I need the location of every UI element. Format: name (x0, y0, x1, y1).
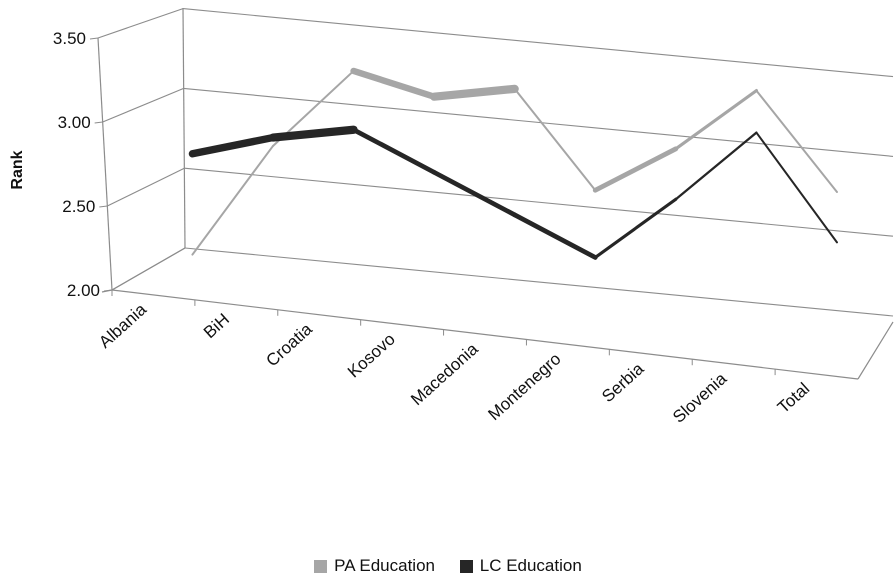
x-tick-labels: Albania BiH Croatia Kosovo Macedonia Monteneg… (95, 290, 813, 427)
y-tick-mark-1 (99, 205, 108, 208)
x-tick-label-total: Total (774, 379, 813, 417)
y-tick-label-0: 2.00 (67, 281, 100, 300)
series-lc-education-segment-5 (593, 197, 678, 260)
legend-swatch-lc-education (459, 559, 473, 573)
gridline-back-0 (184, 247, 894, 317)
y-axis-title: Rank (9, 150, 26, 189)
y-tick-labels: 2.00 2.50 3.00 3.50 (53, 29, 100, 300)
y-tick-mark-2 (94, 121, 103, 124)
x-tick-label-slovenia: Slovenia (669, 369, 731, 427)
plot-walls (97, 7, 894, 380)
x-tick-label-kosovo: Kosovo (344, 329, 399, 381)
x-tick-label-bih: BiH (200, 310, 233, 342)
series-lc-education-segment-7 (755, 131, 838, 244)
series-lc-education-segment-0 (188, 133, 277, 158)
series-pa-education-segment-5 (592, 146, 679, 193)
x-tick-label-montenegro: Montenegro (484, 349, 564, 424)
series-lc-education-segment-3 (431, 169, 518, 218)
y-axis-bottom-tick (101, 289, 113, 293)
series-lines (188, 67, 838, 260)
gridline-left-3 (97, 8, 184, 39)
x-tick-label-serbia: Serbia (598, 359, 648, 406)
series-lc-education-segment-4 (512, 212, 598, 260)
series-pa-education-segment-4 (513, 87, 597, 192)
series-pa-education-segment-0 (191, 144, 274, 256)
floor-left-edge (111, 247, 186, 291)
floor-right-edge (857, 321, 894, 380)
legend-label-pa-education: PA Education (334, 556, 435, 575)
series-pa-education-segment-6 (674, 89, 758, 151)
y-tick-mark-3 (89, 37, 99, 40)
legend: PA Education LC Education (0, 556, 896, 578)
x-tick-label-croatia: Croatia (262, 319, 316, 370)
series-lc-education-segment-2 (351, 127, 437, 175)
series-lc-education-segment-1 (268, 125, 358, 142)
back-wall-left-edge (182, 7, 186, 249)
series-pa-education-segment-7 (755, 89, 838, 193)
gridline-back-3 (182, 8, 894, 78)
gridline-left-2 (102, 87, 184, 123)
gridlines (89, 8, 894, 317)
series-lc-education-segment-6 (674, 131, 758, 201)
gridline-back-1 (184, 167, 894, 237)
y-tick-label-1: 2.50 (62, 197, 95, 216)
y-tick-label-2: 3.00 (58, 113, 91, 132)
series-pa-education-segment-2 (350, 67, 438, 100)
x-tick-label-macedonia: Macedonia (407, 339, 482, 409)
x-tick-label-albania: Albania (95, 299, 150, 351)
legend-item-pa-education: PA Education (314, 556, 435, 576)
y-axis-line (97, 37, 113, 291)
legend-label-lc-education: LC Education (479, 556, 582, 575)
gridline-back-2 (183, 87, 894, 157)
gridline-left-1 (107, 167, 185, 207)
floor-front-edge (111, 289, 859, 380)
legend-swatch-pa-education (314, 559, 328, 573)
legend-item-lc-education: LC Education (459, 556, 582, 576)
y-tick-label-3: 3.50 (53, 29, 86, 48)
series-pa-education-segment-3 (430, 84, 519, 101)
